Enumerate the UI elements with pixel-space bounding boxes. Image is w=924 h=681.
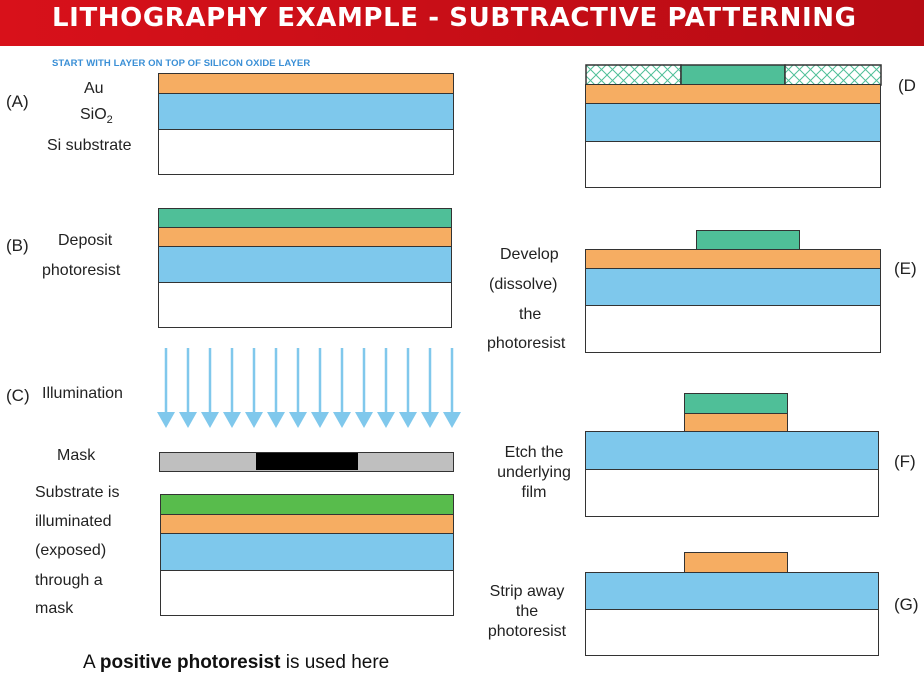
au-layer: [160, 514, 454, 534]
exposed-text-5: mask: [35, 600, 74, 617]
step-b-letter: (B): [6, 236, 29, 255]
illumination-arrow: [245, 348, 263, 428]
illumination-arrow: [355, 348, 373, 428]
illumination-arrow: [267, 348, 285, 428]
illumination-arrow: [223, 348, 241, 428]
si-substrate-layer: [585, 141, 881, 188]
au-label: Au: [84, 80, 104, 97]
step-f-text-2: underlying: [497, 464, 571, 481]
footer-note: A positive photoresist is used here: [83, 652, 389, 674]
si-substrate-layer: [158, 129, 454, 175]
au-layer: [158, 227, 452, 247]
step-b-text-2: photoresist: [42, 262, 121, 279]
exposed-resist-right: [784, 64, 882, 86]
sio2-layer: [585, 431, 879, 470]
exposed-text-1: Substrate is: [35, 484, 120, 501]
si-substrate-layer: [585, 469, 879, 517]
step-d-letter: (D: [898, 76, 916, 95]
step-e-text-4: photoresist: [487, 335, 566, 352]
header-banner: LITHOGRAPHY EXAMPLE - SUBTRACTIVE PATTER…: [0, 0, 924, 46]
step-g-letter: (G): [894, 595, 919, 614]
au-pattern: [684, 413, 788, 432]
step-f-letter: (F): [894, 452, 916, 471]
si-substrate-layer: [585, 305, 881, 353]
illumination-arrow: [311, 348, 329, 428]
step-e-letter: (E): [894, 259, 917, 278]
si-substrate-layer: [158, 282, 452, 328]
step-e-text-3: the: [519, 306, 542, 323]
illumination-arrow: [289, 348, 307, 428]
sio2-layer: [585, 103, 881, 142]
au-layer: [158, 73, 454, 94]
intro-note: START WITH LAYER ON TOP OF SILICON OXIDE…: [52, 58, 311, 69]
step-g-text-2: the: [515, 603, 539, 620]
photomask: [159, 452, 454, 472]
au-layer: [585, 249, 881, 269]
mask-label: Mask: [57, 447, 96, 464]
sio2-layer: [160, 533, 454, 571]
footer-prefix: A: [83, 652, 100, 673]
illumination-arrows: [157, 348, 461, 428]
sio2-label-main: SiO: [80, 106, 107, 123]
footer-suffix: is used here: [280, 652, 390, 673]
stack-d-top: [585, 64, 882, 86]
exposed-text-3: (exposed): [35, 542, 107, 559]
step-e-text-1: Develop: [500, 246, 559, 263]
step-f-text: Etch the underlying film: [486, 443, 582, 503]
step-f-text-1: Etch the: [504, 444, 564, 461]
sio2-label-sub: 2: [106, 114, 113, 127]
exposed-text-4: through a: [35, 572, 103, 589]
exposed-text-2: illuminated: [35, 513, 112, 530]
mask-opaque-region: [256, 453, 358, 470]
exposed-photoresist-layer: [160, 494, 454, 515]
step-c-letter: (C): [6, 386, 30, 405]
step-g-text-1: Strip away: [489, 583, 565, 600]
sio2-layer: [585, 268, 881, 306]
illumination-arrow: [421, 348, 439, 428]
au-layer: [585, 84, 881, 104]
step-g-text: Strip away the photoresist: [478, 582, 576, 642]
step-b-text-1: Deposit: [58, 232, 113, 249]
illumination-arrow: [377, 348, 395, 428]
illumination-arrow: [201, 348, 219, 428]
illumination-arrow: [443, 348, 461, 428]
sio2-layer: [158, 93, 454, 130]
step-c-illumination: Illumination: [42, 385, 123, 402]
step-g-text-3: photoresist: [487, 623, 567, 640]
sio2-layer: [585, 572, 879, 610]
illumination-arrow: [157, 348, 175, 428]
unexposed-resist: [680, 64, 786, 86]
au-pattern: [684, 552, 788, 573]
sio2-layer: [158, 246, 452, 283]
illumination-arrow: [333, 348, 351, 428]
footer-bold: positive photoresist: [99, 652, 281, 673]
si-substrate-layer: [160, 570, 454, 616]
si-substrate-layer: [585, 609, 879, 656]
photoresist-pattern: [684, 393, 788, 414]
exposed-resist-left: [585, 64, 682, 86]
sio2-label: SiO2: [80, 106, 113, 126]
step-a-letter: (A): [6, 92, 29, 111]
photoresist-layer: [158, 208, 452, 228]
step-f-text-3: film: [521, 484, 547, 501]
illumination-arrow: [399, 348, 417, 428]
page-title: LITHOGRAPHY EXAMPLE - SUBTRACTIVE PATTER…: [52, 3, 857, 33]
step-e-text-2: (dissolve): [489, 276, 558, 293]
illumination-arrow: [179, 348, 197, 428]
photoresist-pattern: [696, 230, 800, 251]
si-substrate-label: Si substrate: [47, 137, 132, 154]
